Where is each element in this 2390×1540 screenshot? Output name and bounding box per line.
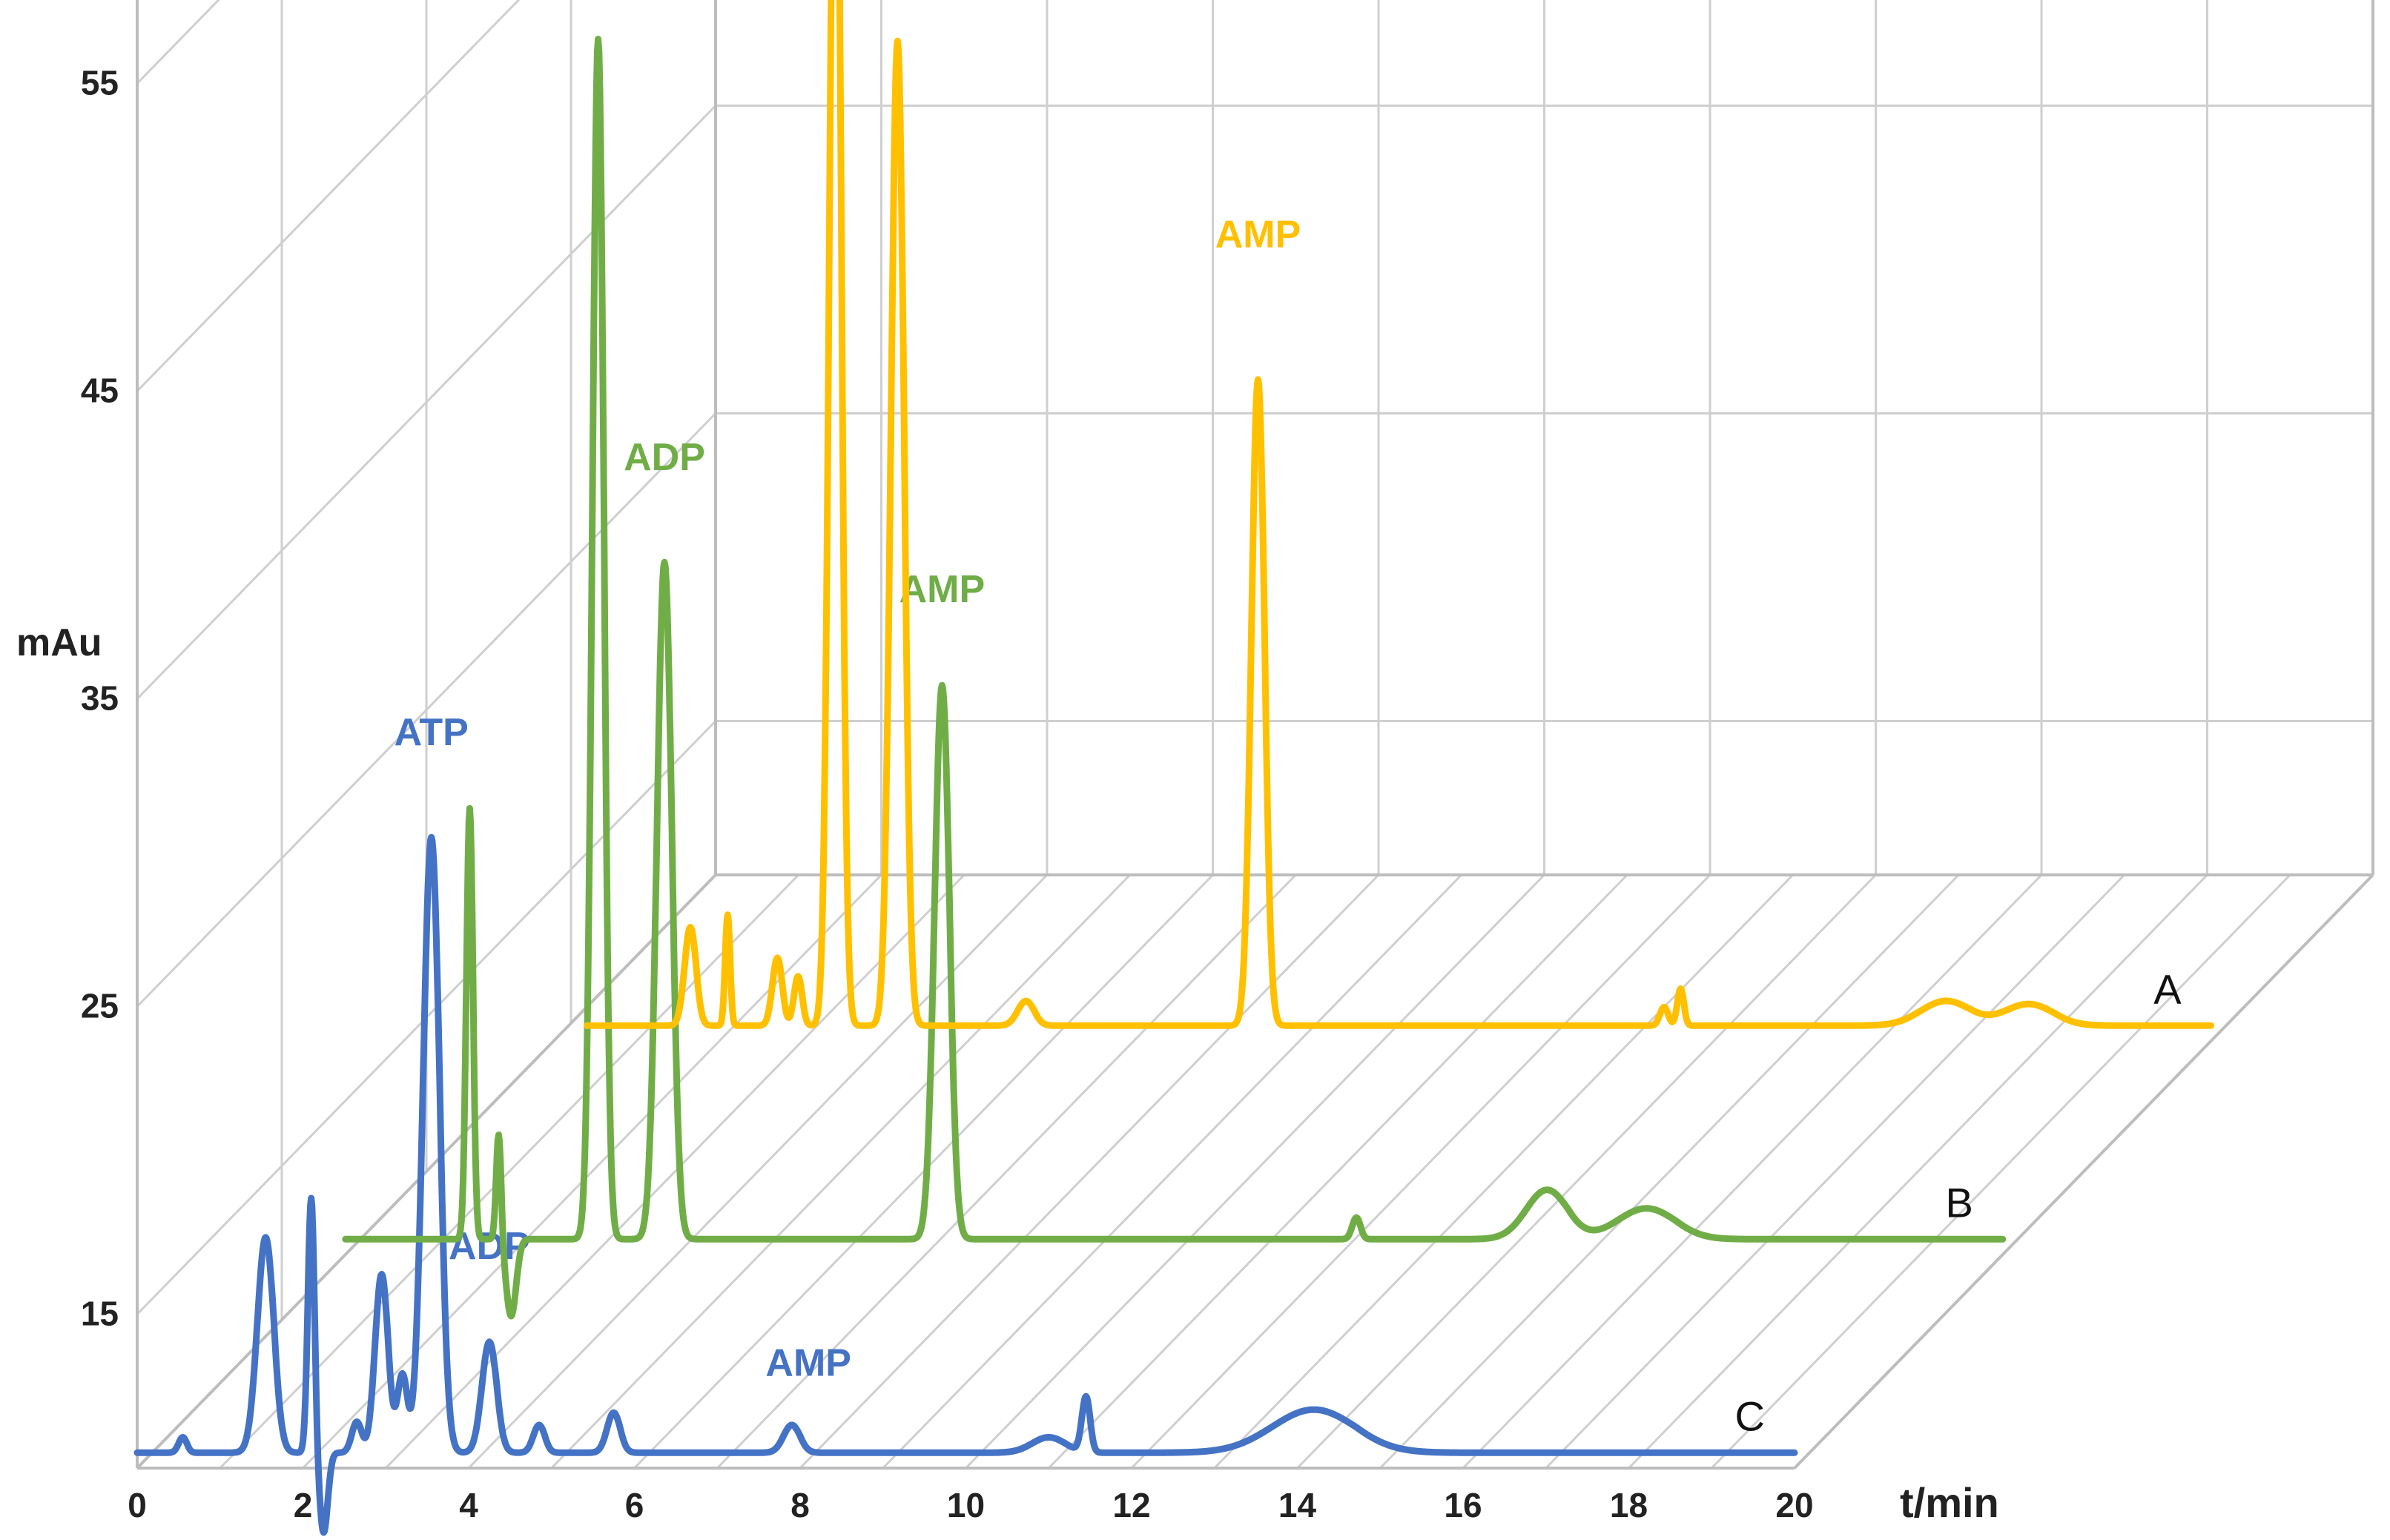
peak-label-adp: ADP <box>624 436 705 479</box>
floor-gridline <box>799 873 1380 1470</box>
y-tick-label: 25 <box>81 987 119 1025</box>
floor-gridline <box>1048 873 1628 1470</box>
chart-frame-edge <box>1793 873 2374 1470</box>
x-tick-label: 12 <box>1112 1486 1150 1524</box>
chart-frame-edge <box>136 873 717 1470</box>
floor-gridline <box>882 873 1462 1470</box>
peak-label-amp: AMP <box>899 568 986 611</box>
floor-gridline <box>1462 873 2043 1470</box>
x-tick-label: 18 <box>1610 1486 1648 1524</box>
x-tick-label: 20 <box>1775 1486 1813 1524</box>
chart-traces: ATPADPAMPCATPADPAMPBATPADPAMPA <box>133 0 2215 1536</box>
x-tick-label: 2 <box>294 1486 313 1524</box>
peak-label-atp: ATP <box>395 711 469 754</box>
y-tick-label: 15 <box>81 1295 119 1333</box>
floor-gridline <box>1628 873 2208 1470</box>
y-tick-label: 55 <box>81 64 119 102</box>
trace-c <box>133 833 1798 1536</box>
series-tag-b: B <box>1945 1179 1973 1226</box>
floor-gridline <box>302 873 882 1470</box>
chart-axes: mAu t/min 0 2 4 6 8 10 12 14 16 18 20 15 25 35 45 55 <box>16 64 1999 1527</box>
peak-label-amp: AMP <box>1215 213 1301 256</box>
x-tick-label: 4 <box>459 1486 478 1524</box>
x-tick-label: 6 <box>625 1486 644 1524</box>
floor-gridline <box>1379 873 1960 1470</box>
peak-label-amp: AMP <box>765 1342 851 1385</box>
trace-a <box>583 0 2215 1029</box>
floor-gridline <box>1130 873 1711 1470</box>
trace-b <box>342 36 2007 1320</box>
y-tick-label: 35 <box>81 679 119 718</box>
x-axis-label: t/min <box>1900 1479 1999 1526</box>
x-tick-label: 16 <box>1444 1486 1482 1524</box>
y-axis-label: mAu <box>16 621 102 664</box>
floor-gridline <box>1213 873 1794 1470</box>
series-tag-a: A <box>2153 965 2182 1012</box>
floor-gridline <box>550 873 1131 1470</box>
floor-gridline <box>1296 873 1877 1470</box>
x-tick-label: 10 <box>947 1486 985 1524</box>
y-tick-label: 45 <box>81 371 119 410</box>
x-tick-label: 0 <box>128 1486 147 1524</box>
floor-gridline <box>1711 873 2291 1470</box>
floor-gridline <box>467 873 1049 1470</box>
floor-gridline <box>1545 873 2125 1470</box>
series-tag-c: C <box>1735 1392 1765 1439</box>
x-tick-label: 14 <box>1278 1486 1317 1524</box>
floor-gridline <box>965 873 1545 1470</box>
floor-gridline <box>716 873 1297 1470</box>
x-tick-label: 8 <box>790 1486 810 1524</box>
